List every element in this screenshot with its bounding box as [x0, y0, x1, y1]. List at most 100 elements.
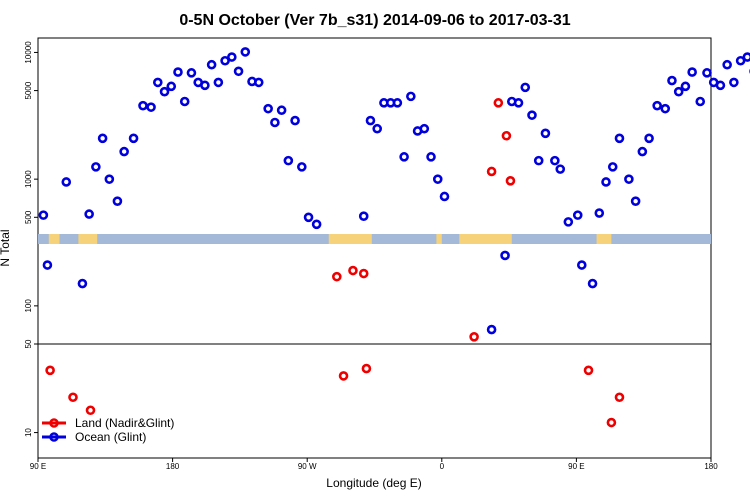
y-tick-label: 5000: [24, 81, 33, 99]
ocean-point: [42, 260, 53, 270]
ocean-point: [38, 210, 49, 220]
legend-label-land: Land (Nadir&Glint): [75, 416, 174, 430]
land-point: [348, 265, 358, 276]
ocean-point: [263, 103, 273, 114]
land-point: [332, 271, 342, 282]
ocean-point: [426, 152, 436, 162]
ocean-point: [630, 196, 641, 206]
ocean-point: [673, 86, 684, 97]
ocean-point: [667, 75, 677, 86]
legend: Land (Nadir&Glint) Ocean (Glint): [42, 416, 174, 444]
ocean-point: [439, 191, 450, 202]
ocean-point: [146, 102, 156, 112]
ocean-point: [186, 68, 197, 78]
ocean-point: [601, 177, 611, 187]
ocean-point: [104, 174, 115, 184]
ocean-point: [128, 133, 139, 144]
ocean-point: [61, 177, 72, 187]
ocean-point: [213, 77, 224, 88]
land-point: [501, 130, 512, 141]
y-tick-label: 50: [24, 339, 33, 348]
land-point: [358, 268, 369, 279]
ocean-point: [540, 128, 551, 139]
ocean-point: [680, 81, 691, 92]
ocean-point: [112, 196, 123, 206]
ocean-point: [486, 324, 497, 335]
land-point: [361, 363, 372, 374]
x-tick-label: 90 W: [298, 462, 317, 471]
ocean-point: [513, 98, 524, 108]
ocean-point: [206, 59, 217, 70]
ocean-point: [270, 117, 280, 128]
ocean-point: [563, 217, 574, 227]
y-tick-label: 500: [24, 210, 33, 224]
chart-title: 0-5N October (Ver 7b_s31) 2014-09-06 to …: [179, 12, 570, 29]
ocean-point: [233, 66, 244, 77]
ocean-point: [576, 260, 587, 270]
series-land: [45, 98, 625, 428]
land-point: [85, 405, 96, 416]
ocean-point: [432, 174, 443, 184]
x-tick-label: 180: [166, 462, 180, 471]
ocean-point: [138, 100, 148, 111]
land-point: [486, 166, 497, 177]
map-strip-land: [78, 234, 98, 244]
legend-marker-ocean: [49, 432, 59, 442]
map-strip-land: [596, 234, 612, 244]
legend-item-land: Land (Nadir&Glint): [42, 416, 174, 430]
y-axis-label: N Total: [0, 229, 12, 266]
ocean-point: [624, 174, 634, 184]
ocean-point: [715, 80, 726, 91]
ocean-point: [392, 98, 403, 108]
ocean-point: [652, 100, 662, 111]
x-tick-label: 90 E: [30, 462, 46, 471]
ocean-point: [729, 77, 739, 88]
ocean-point: [742, 52, 750, 62]
y-tick-label: 10000: [24, 41, 33, 64]
ocean-point: [91, 162, 101, 172]
ocean-point: [722, 59, 732, 70]
ocean-point: [290, 115, 300, 126]
ocean-point: [311, 219, 322, 230]
land-point: [505, 176, 516, 186]
land-point: [493, 98, 504, 108]
ocean-point: [227, 52, 237, 62]
land-point: [469, 331, 479, 342]
ocean-point: [614, 133, 625, 144]
map-strip-land: [459, 234, 512, 244]
y-tick-label: 10: [24, 428, 33, 437]
ocean-point: [533, 155, 544, 166]
x-axis: 90 E 180 90 W 0 90 E 180: [30, 458, 718, 471]
land-point: [45, 365, 55, 376]
land-point: [606, 417, 617, 428]
ocean-point: [607, 162, 618, 172]
ocean-point: [406, 91, 416, 102]
y-tick-label: 100: [24, 299, 33, 313]
ocean-point: [84, 209, 94, 219]
legend-item-ocean: Ocean (Glint): [42, 430, 146, 444]
series-ocean: [38, 47, 750, 335]
x-axis-label: Longitude (deg E): [326, 476, 421, 490]
x-tick-label: 90 E: [568, 462, 584, 471]
ocean-point: [644, 133, 654, 144]
ocean-point: [550, 155, 560, 166]
ocean-point: [637, 146, 648, 157]
data-points: [38, 47, 750, 428]
land-point: [338, 371, 349, 381]
ocean-point: [297, 162, 307, 172]
ocean-point: [152, 77, 163, 88]
ocean-point: [283, 155, 294, 166]
land-point: [68, 392, 78, 403]
map-strip-ocean: [38, 234, 711, 244]
ocean-point: [735, 55, 746, 66]
ocean-point: [555, 164, 566, 174]
y-tick-label: 1000: [24, 170, 33, 188]
map-strip-land: [328, 234, 372, 244]
x-tick-label: 180: [704, 462, 718, 471]
ocean-point: [119, 146, 129, 157]
ocean-point: [77, 278, 88, 289]
ocean-point: [660, 103, 671, 114]
ocean-point: [179, 96, 190, 107]
plot-frame: [37, 37, 712, 459]
